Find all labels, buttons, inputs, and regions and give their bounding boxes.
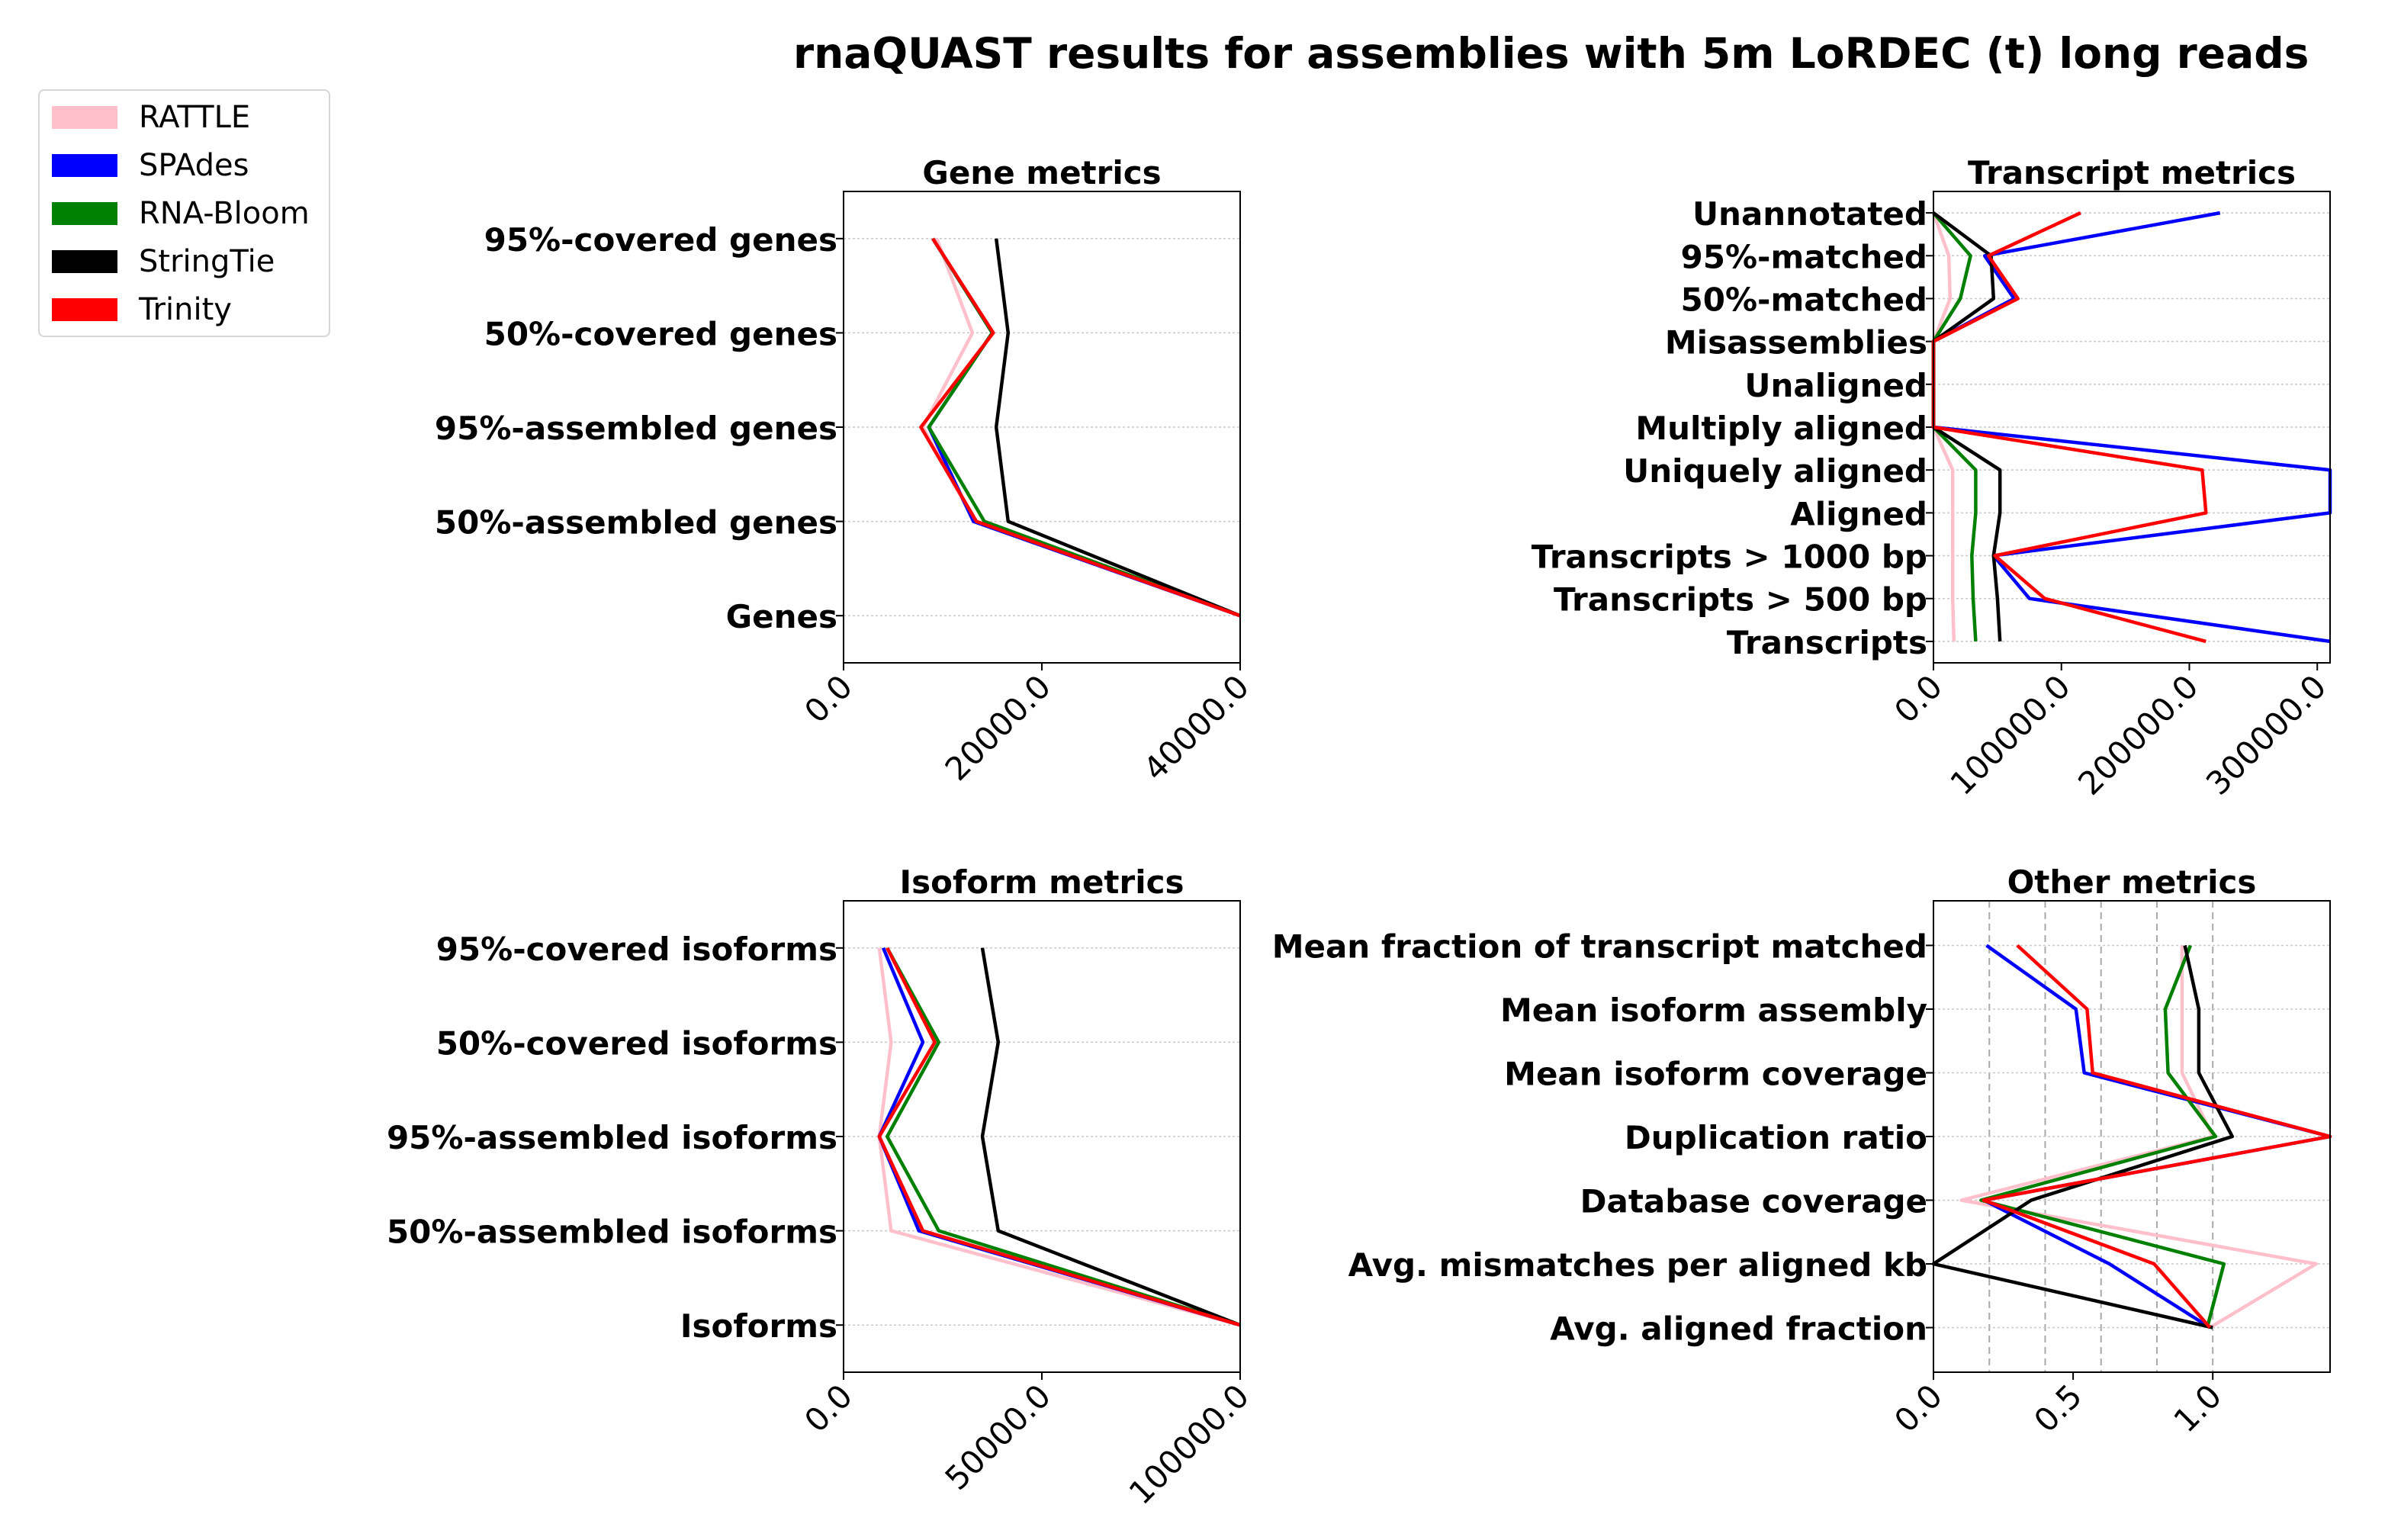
- y-tick-label: Avg. mismatches per aligned kb: [1348, 1246, 1927, 1284]
- subplot-title: Gene metrics: [922, 154, 1161, 191]
- x-tick-label: 0.0: [1887, 1377, 1949, 1439]
- legend-entry-stringtie: StringTie: [52, 243, 275, 281]
- legend-entry-spades: SPAdes: [52, 146, 249, 185]
- y-tick-label: Mean isoform assembly: [1500, 992, 1927, 1029]
- legend-label: RATTLE: [139, 100, 251, 135]
- y-tick-label: Duplication ratio: [1625, 1119, 1927, 1156]
- y-tick-label: 50%-covered genes: [484, 315, 837, 352]
- y-tick-label: 95%-covered genes: [484, 221, 837, 259]
- y-tick-label: Transcripts: [1727, 624, 1927, 661]
- legend-label: RNA-Bloom: [139, 196, 310, 231]
- x-tick-label: 200000.0: [2071, 667, 2205, 802]
- series-line-trinity: [877, 947, 1241, 1327]
- y-tick-label: Misassemblies: [1665, 324, 1927, 362]
- x-tick-label: 100000.0: [1943, 667, 2077, 802]
- y-tick-label: Aligned: [1790, 495, 1927, 532]
- series-line-trinity: [1931, 211, 2208, 644]
- legend-swatch: [52, 106, 117, 129]
- x-tick-label: 1.0: [2166, 1377, 2229, 1439]
- subplot-title: Other metrics: [2007, 863, 2257, 901]
- legend-swatch: [52, 298, 117, 321]
- chart-gene-metrics: Genes 50%-assembled genes 95%-assembled ge…: [435, 154, 1256, 788]
- y-tick-label: Unaligned: [1744, 367, 1927, 404]
- y-tick-label: Database coverage: [1580, 1183, 1927, 1220]
- y-tick-label: 95%-assembled isoforms: [387, 1119, 837, 1156]
- legend-entry-rna-bloom: RNA-Bloom: [52, 195, 310, 233]
- series-line-rna-bloom: [1979, 944, 2226, 1329]
- figure-title: rnaQUAST results for assemblies with 5m …: [793, 29, 2309, 78]
- x-tick-label: 0.0: [797, 667, 860, 730]
- x-tick-label: 40000.0: [1136, 667, 1256, 787]
- x-tick-label: 0.0: [797, 1377, 860, 1439]
- y-tick-label: Genes: [726, 598, 837, 635]
- y-tick-label: 95%-covered isoforms: [436, 931, 837, 968]
- chart-other-metrics: Avg. aligned fraction Avg. mismatches per…: [1272, 863, 2332, 1439]
- y-tick-label: Isoforms: [680, 1307, 837, 1345]
- y-tick-label: 95%-matched: [1681, 238, 1928, 275]
- series-line-stringtie: [1931, 945, 2235, 1329]
- plot-frame: [1933, 900, 2331, 1373]
- legend-swatch: [52, 154, 117, 177]
- x-tick-label: 300000.0: [2199, 667, 2333, 802]
- x-tick-label: 50000.0: [938, 1377, 1058, 1497]
- y-tick-label: Mean fraction of transcript matched: [1272, 928, 1927, 965]
- series-line-trinity: [919, 237, 1241, 618]
- subplot-title: Isoform metrics: [899, 863, 1184, 901]
- y-tick-label: 50%-matched: [1681, 281, 1928, 318]
- x-tick-label: 20000.0: [938, 667, 1058, 787]
- x-tick-label: 0.0: [1887, 667, 1949, 730]
- series-line-rattle: [1959, 945, 2318, 1329]
- legend-label: SPAdes: [139, 148, 249, 183]
- y-tick-label: 50%-assembled genes: [435, 504, 837, 542]
- y-tick-label: Transcripts > 500 bp: [1554, 581, 1927, 619]
- y-tick-label: 50%-covered isoforms: [436, 1024, 837, 1062]
- chart-transcript-metrics: Transcripts Transcripts > 500 bp Transcrip…: [1532, 154, 2334, 802]
- series-line-stringtie: [994, 238, 1241, 618]
- plot-frame: [1933, 191, 2331, 664]
- subplot-title: Transcript metrics: [1968, 154, 2296, 191]
- y-tick-label: Transcripts > 1000 bp: [1532, 539, 1927, 576]
- y-tick-label: 95%-assembled genes: [435, 410, 837, 447]
- legend-label: StringTie: [139, 244, 275, 279]
- legend-swatch: [52, 202, 117, 225]
- x-tick-label: 0.5: [2027, 1377, 2089, 1439]
- y-tick-label: Avg. aligned fraction: [1550, 1310, 1927, 1348]
- legend-label: Trinity: [139, 292, 232, 327]
- x-tick-label: 100000.0: [1122, 1377, 1256, 1511]
- legend-entry-rattle: RATTLE: [52, 98, 250, 137]
- y-tick-label: Multiply aligned: [1635, 410, 1927, 447]
- chart-isoform-metrics: Isoforms 50%-assembled isoforms 95%-assemb…: [387, 863, 1256, 1512]
- series-line-stringtie: [980, 947, 1241, 1327]
- legend-swatch: [52, 250, 117, 273]
- legend: RATTLE SPAdes RNA-Bloom StringTie Trinit…: [38, 89, 330, 337]
- y-tick-label: Uniquely aligned: [1623, 452, 1927, 490]
- y-tick-label: Unannotated: [1692, 195, 1927, 233]
- y-tick-label: Mean isoform coverage: [1504, 1055, 1927, 1092]
- series-line-rna-bloom: [885, 947, 1241, 1327]
- y-tick-label: 50%-assembled isoforms: [387, 1214, 837, 1251]
- legend-entry-trinity: Trinity: [52, 291, 232, 329]
